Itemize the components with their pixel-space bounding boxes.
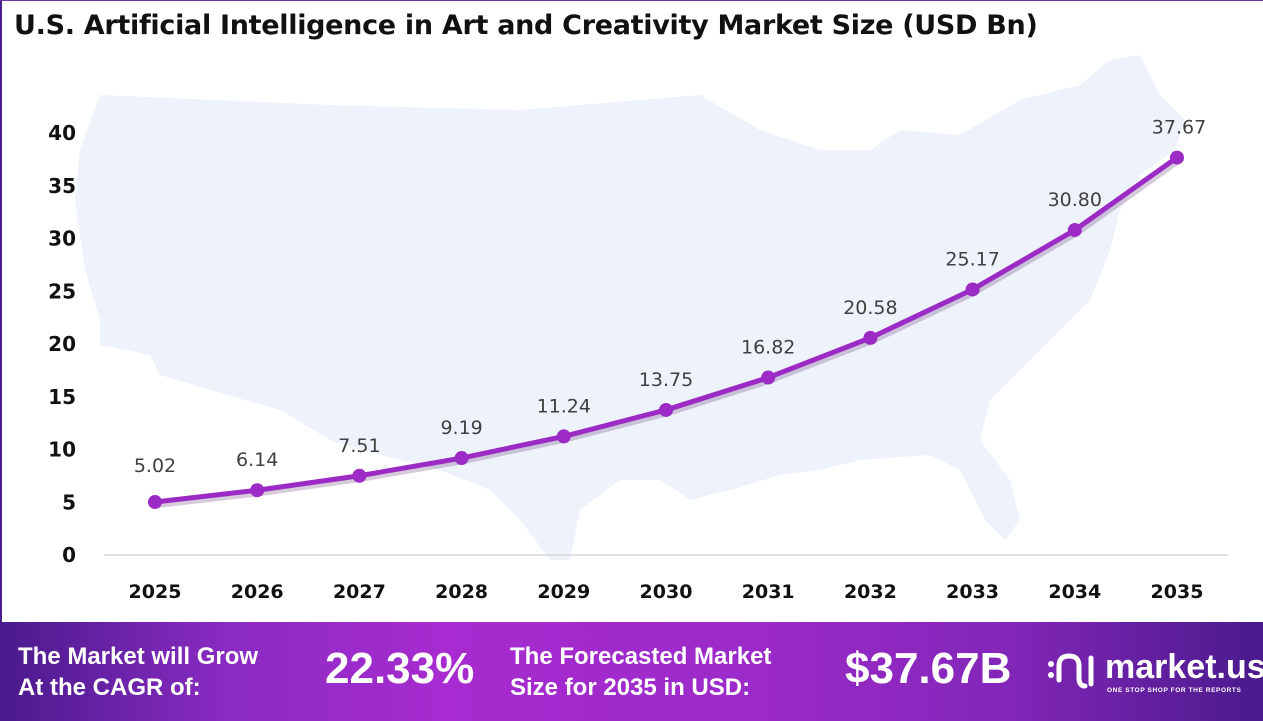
cagr-label-line2: At the CAGR of: [18,674,201,701]
data-label: 5.02 [134,455,176,477]
data-label: 6.14 [236,449,278,471]
logo-name: market.us [1105,648,1263,686]
chart-frame [0,0,1263,623]
y-tick-label: 20 [48,332,76,356]
forecast-label: The Forecasted Market Size for 2035 in U… [510,641,771,703]
y-tick-label: 10 [48,438,76,462]
x-tick-label: 2032 [844,581,897,603]
data-label: 11.24 [537,395,591,417]
x-tick-label: 2033 [946,581,999,603]
y-tick-label: 15 [48,385,76,409]
data-point [556,429,571,444]
x-tick-label: 2035 [1151,581,1204,603]
data-label: 30.80 [1048,189,1102,211]
market-us-logo-icon [1048,653,1094,689]
data-point [761,370,776,385]
data-point [863,330,878,345]
chart-title: U.S. Artificial Intelligence in Art and … [14,10,1038,41]
data-point [1067,223,1082,238]
cagr-label-line1: The Market will Grow [18,643,259,670]
data-label: 7.51 [338,435,380,457]
data-point [454,451,469,466]
cagr-label: The Market will Grow At the CAGR of: [18,641,258,703]
x-tick-label: 2027 [333,581,386,603]
x-tick-label: 2025 [129,581,182,603]
data-point [965,282,980,297]
cagr-value: 22.33% [325,644,475,693]
x-tick-label: 2029 [537,581,590,603]
data-point [250,483,265,498]
y-tick-label: 0 [62,543,76,567]
y-tick-label: 35 [48,174,76,198]
data-point [1170,150,1184,165]
x-tick-label: 2028 [435,581,488,603]
forecast-value: $37.67B [845,644,1012,693]
data-label: 9.19 [440,417,482,439]
data-point [352,468,367,483]
market-us-logo: market.us ONE STOP SHOP FOR THE REPORTS [1045,648,1263,695]
x-tick-label: 2030 [640,581,693,603]
forecast-label-line2: Size for 2035 in USD: [510,674,751,701]
data-point [148,495,162,510]
x-tick-label: 2034 [1048,581,1101,603]
x-tick-label: 2031 [742,581,795,603]
data-label: 25.17 [945,248,999,270]
forecast-label-line1: The Forecasted Market [510,643,772,670]
data-label: 37.67 [1152,117,1206,139]
x-tick-label: 2026 [231,581,284,603]
y-tick-label: 40 [48,121,76,145]
y-tick-label: 30 [48,227,76,251]
y-tick-label: 5 [62,490,76,514]
data-label: 16.82 [741,337,795,359]
data-label: 13.75 [639,369,693,391]
y-tick-label: 25 [48,279,76,303]
us-map-background [75,55,1185,560]
summary-banner: The Market will Grow At the CAGR of: 22.… [0,622,1263,721]
data-label: 20.58 [843,297,897,319]
data-point [659,402,673,417]
logo-tagline: ONE STOP SHOP FOR THE REPORTS [1107,687,1242,694]
